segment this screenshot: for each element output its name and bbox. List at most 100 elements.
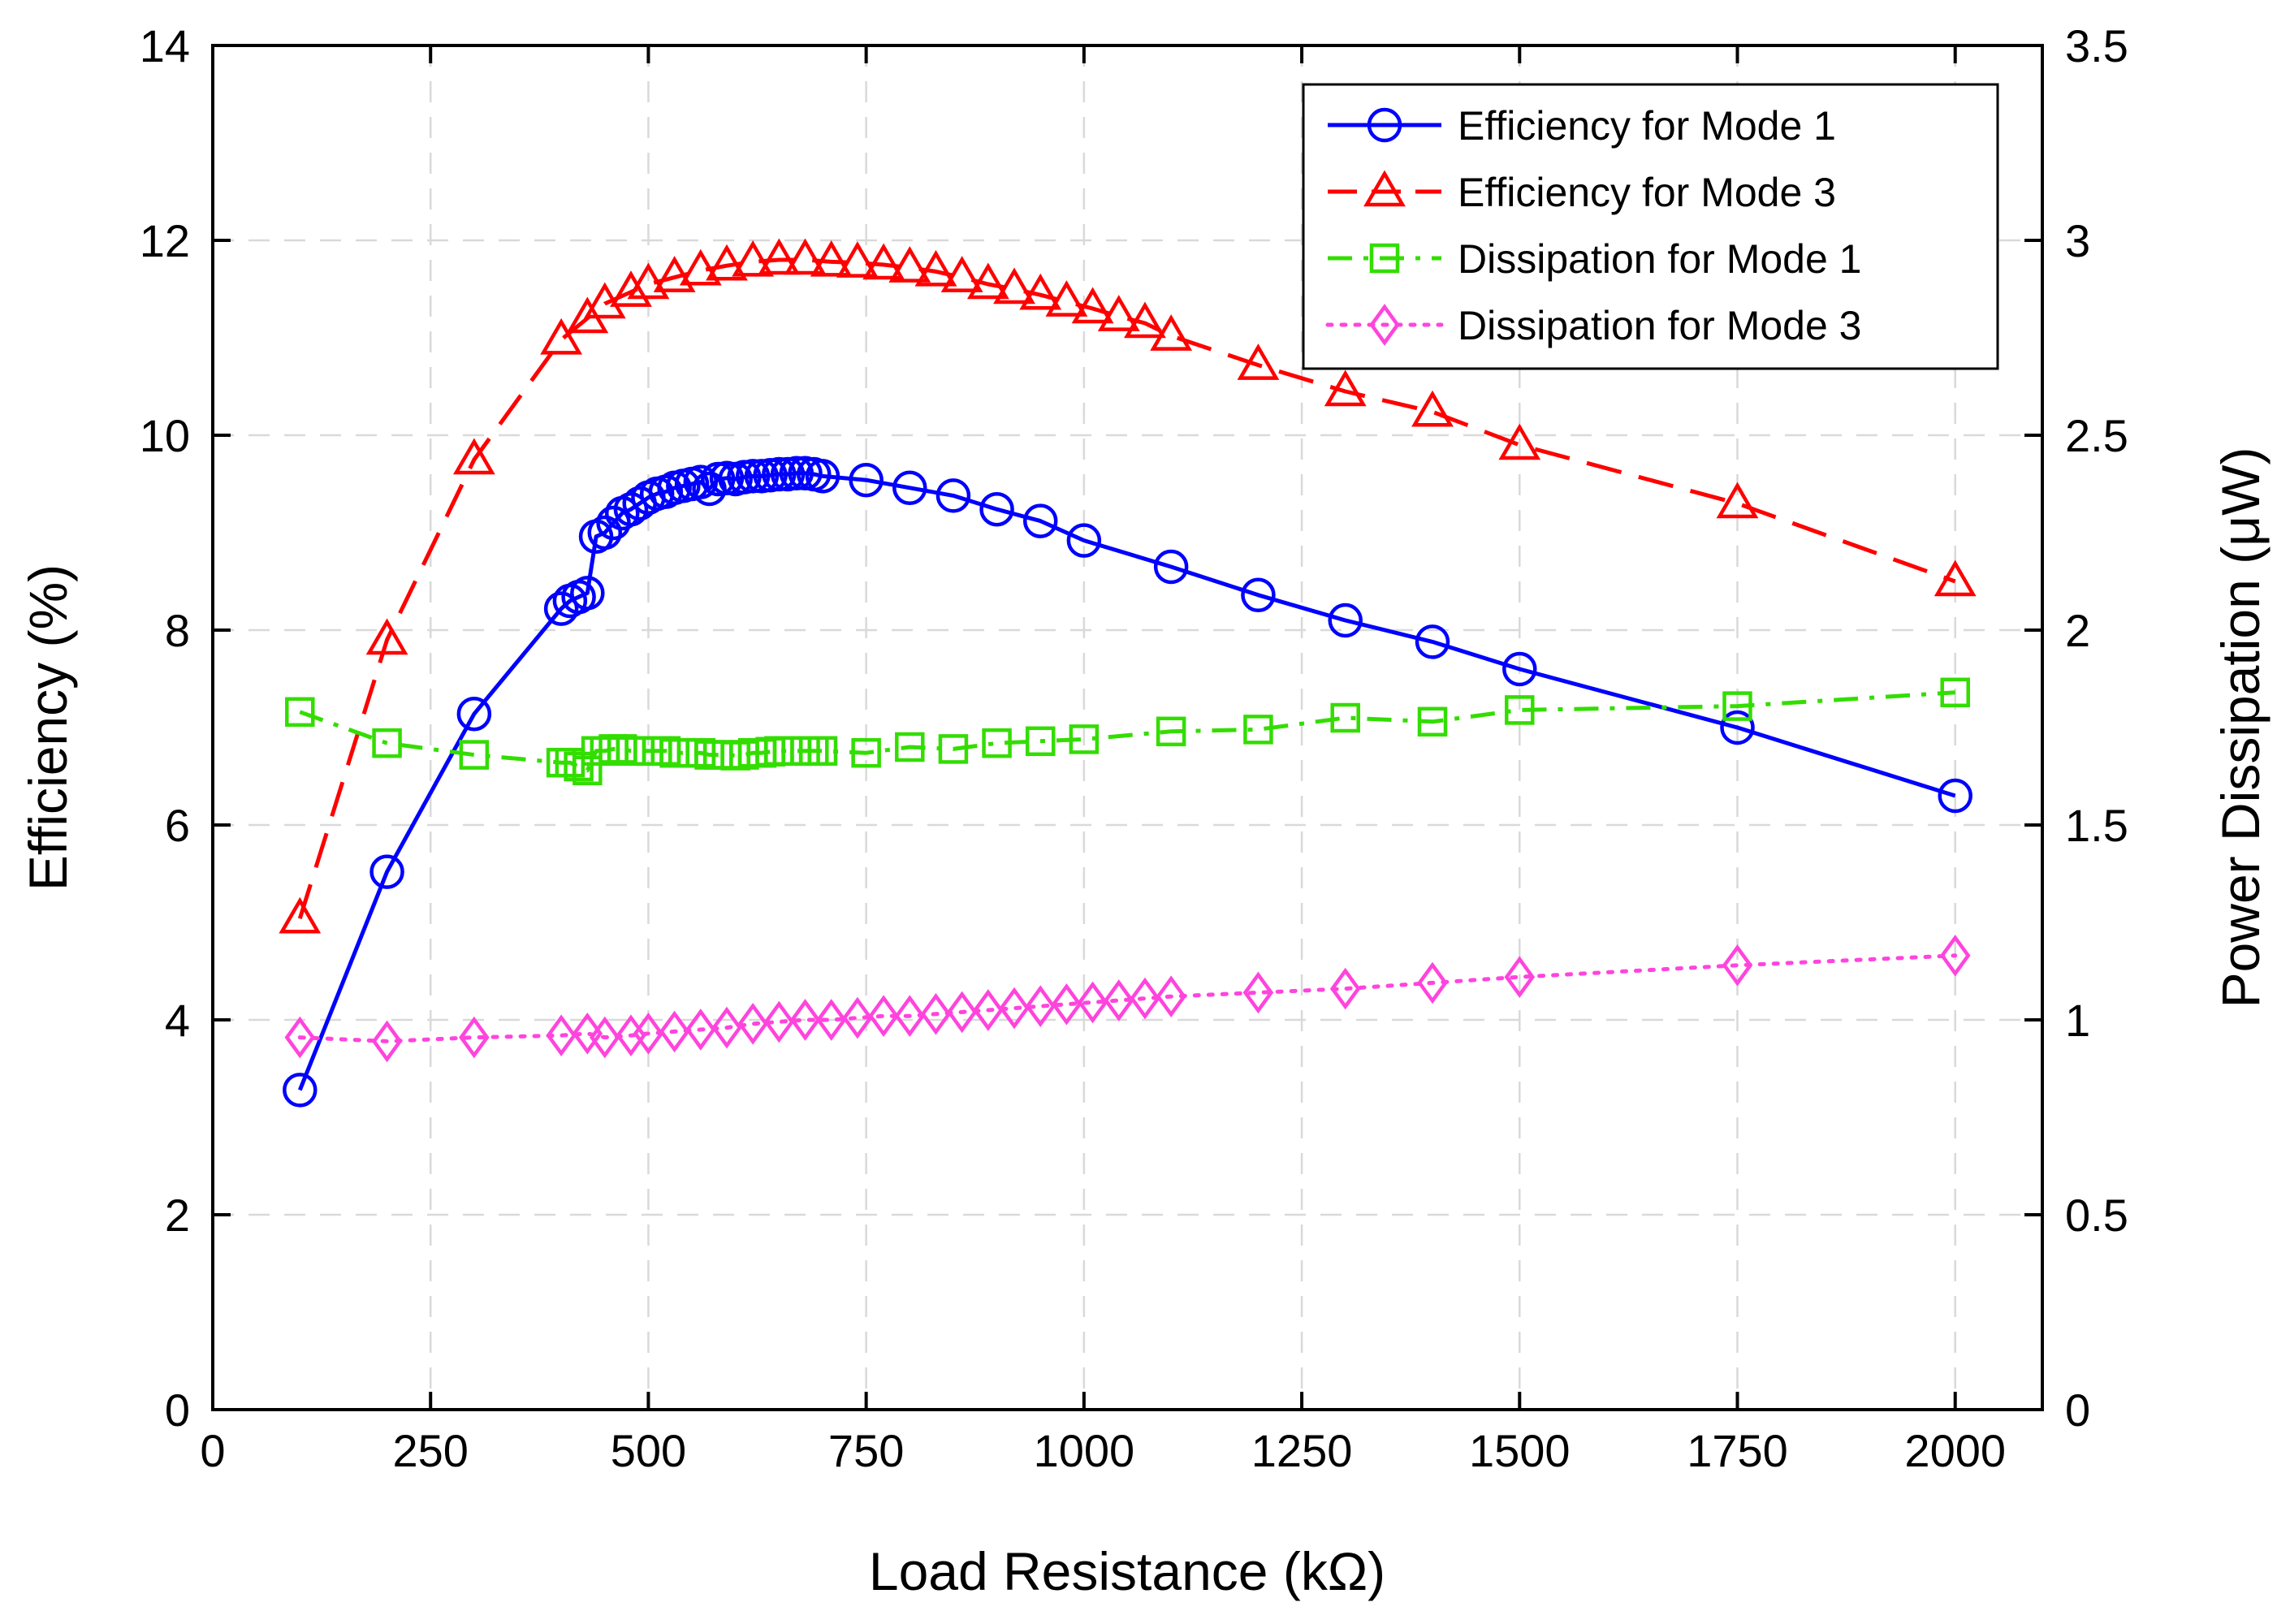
data-point (940, 256, 983, 292)
data-point (732, 240, 775, 277)
data-point (683, 464, 719, 499)
data-point (456, 696, 492, 732)
x-tick-label: 750 (828, 1425, 904, 1476)
series-1 (283, 456, 1972, 1108)
data-point (862, 243, 905, 280)
data-point (842, 996, 873, 1039)
data-point (283, 1073, 318, 1108)
data-point (1415, 624, 1450, 659)
series-3 (285, 677, 1970, 786)
data-point (851, 737, 881, 768)
data-point (735, 459, 771, 494)
data-point (633, 1012, 664, 1055)
data-point (1505, 695, 1535, 725)
legend-item: Dissipation for Mode 1 (1328, 236, 1861, 282)
data-point (807, 736, 838, 767)
data-point (982, 728, 1012, 758)
data-point (452, 438, 495, 475)
y-tick-label: 10 (140, 410, 190, 461)
x-tick-label: 1500 (1469, 1425, 1571, 1476)
data-point (1504, 956, 1536, 999)
data-point (920, 992, 952, 1035)
data-point (815, 999, 847, 1041)
y2-tick-label: 0.5 (2065, 1190, 2128, 1241)
data-point (758, 238, 801, 275)
data-point (371, 1020, 403, 1063)
data-point (285, 697, 315, 728)
legend-swatch-marker (1363, 170, 1406, 207)
data-point (572, 755, 603, 786)
x-tick-label: 1000 (1034, 1425, 1135, 1476)
data-point (613, 491, 649, 527)
data-point (1329, 967, 1361, 1010)
data-point (546, 1014, 577, 1057)
y2-tick-label: 3.5 (2065, 20, 2128, 71)
plot-frame (211, 44, 2044, 1411)
legend-label: Efficiency for Mode 3 (1458, 170, 1836, 215)
data-point (892, 470, 927, 506)
data-point (570, 576, 605, 611)
legend: Efficiency for Mode 1 Efficiency for Mode… (1302, 83, 1999, 370)
data-point (685, 1009, 716, 1051)
data-point (627, 262, 670, 300)
data-point (1243, 715, 1273, 745)
data-point (938, 734, 969, 764)
data-point (1124, 301, 1166, 339)
series-4 (284, 934, 1971, 1063)
legend-swatch-marker (1369, 243, 1400, 274)
data-point (1066, 523, 1102, 558)
y-tick-label: 12 (140, 215, 190, 266)
x-tick-label: 2000 (1904, 1425, 2006, 1476)
data-point (1328, 603, 1363, 638)
data-point (888, 246, 931, 283)
x-tick-label: 0 (200, 1425, 225, 1476)
axes: 0 250 500 750 1000 1250 1500 1750 20000246810121… (140, 20, 2128, 1476)
legend-item: Efficiency for Mode 1 (1328, 103, 1836, 149)
data-point (966, 262, 1009, 300)
data-point (279, 896, 322, 934)
data-point (590, 1016, 620, 1059)
data-point (1045, 280, 1088, 317)
data-point (1241, 577, 1276, 613)
data-point (1722, 691, 1752, 721)
data-point (1025, 985, 1056, 1028)
data-point (459, 740, 490, 770)
data-point (369, 854, 404, 889)
legend-box (1302, 83, 1999, 370)
data-point (1417, 706, 1448, 737)
data-point (1071, 287, 1114, 324)
data-point (610, 270, 652, 307)
data-point (895, 732, 925, 762)
y-tick-label: 2 (165, 1190, 190, 1241)
data-point (993, 267, 1035, 304)
legend-label: Efficiency for Mode 1 (1458, 103, 1836, 149)
data-point (1077, 981, 1108, 1024)
data-point (1103, 979, 1134, 1021)
x-tick-label: 1750 (1687, 1425, 1788, 1476)
data-point (459, 1016, 490, 1059)
data-point (1242, 971, 1274, 1014)
data-point (1237, 343, 1280, 380)
data-point (836, 241, 879, 278)
y2-axis-label: Power Dissipation (μW) (2210, 447, 2271, 1009)
data-point (1097, 295, 1140, 331)
data-point (868, 995, 899, 1038)
y2-tick-label: 0 (2065, 1384, 2090, 1436)
legend-swatch-marker (1367, 107, 1402, 143)
data-point (762, 456, 797, 492)
x-tick-label: 1250 (1251, 1425, 1353, 1476)
data-point (1722, 944, 1753, 987)
data-point (1939, 934, 1971, 977)
data-point (1934, 559, 1977, 597)
x-tick-label: 500 (611, 1425, 686, 1476)
data-point (805, 459, 840, 494)
data-point (1156, 716, 1186, 747)
y-tick-label: 4 (165, 995, 190, 1046)
data-point (1025, 726, 1056, 757)
data-point (653, 256, 696, 292)
legend-label: Dissipation for Mode 1 (1458, 236, 1861, 282)
data-point (711, 1006, 742, 1049)
y-tick-label: 0 (165, 1384, 190, 1436)
legend-item: Dissipation for Mode 3 (1325, 303, 1861, 348)
legend-label: Dissipation for Mode 3 (1458, 303, 1861, 348)
